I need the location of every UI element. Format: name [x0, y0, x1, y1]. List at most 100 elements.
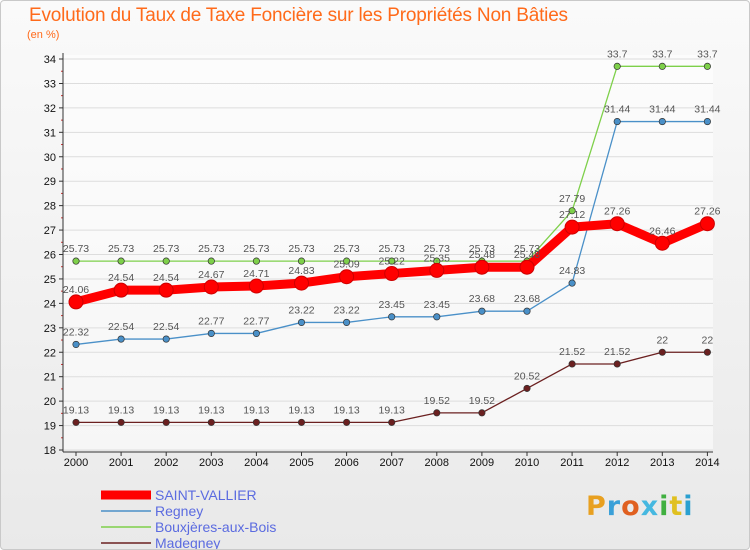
data-label: 19.13 [243, 404, 269, 416]
logo-letter: o [621, 491, 641, 522]
x-tick-label: 2013 [650, 457, 674, 469]
data-label: 23.22 [288, 304, 314, 316]
chart-unit-label: (en %) [27, 29, 60, 41]
data-point [162, 257, 170, 265]
data-label: 33.7 [652, 48, 673, 60]
data-label: 25.73 [424, 243, 450, 255]
data-label: 25.73 [333, 243, 359, 255]
data-point [523, 307, 531, 315]
y-tick-label: 23 [44, 323, 56, 335]
data-label: 27.12 [559, 209, 585, 221]
legend-label: SAINT-VALLIER [155, 487, 257, 503]
data-label: 27.26 [604, 206, 630, 218]
data-point [117, 335, 125, 343]
x-tick-label: 2000 [64, 457, 88, 469]
data-label: 25.73 [108, 243, 134, 255]
data-label: 25.73 [243, 243, 269, 255]
data-point [699, 216, 715, 232]
x-tick-label: 2007 [379, 457, 403, 469]
data-label: 22.77 [198, 315, 224, 327]
data-label: 25.73 [63, 243, 89, 255]
data-point [658, 118, 666, 126]
x-tick-label: 2008 [425, 457, 449, 469]
data-point [297, 318, 306, 326]
data-point [703, 118, 711, 126]
data-label: 19.52 [469, 395, 495, 407]
plot-area [63, 55, 713, 450]
data-point [519, 259, 535, 275]
data-label: 24.06 [63, 284, 89, 296]
data-point [207, 418, 215, 426]
y-tick-label: 29 [44, 176, 56, 188]
data-label: 19.13 [108, 404, 134, 416]
data-label: 22.54 [108, 321, 134, 333]
data-label: 33.7 [607, 48, 628, 60]
data-point [564, 219, 580, 235]
data-label: 19.13 [288, 404, 314, 416]
data-point [523, 384, 531, 392]
data-point [703, 348, 711, 356]
data-label: 23.68 [514, 293, 540, 305]
data-point [343, 418, 351, 426]
x-tick-label: 2009 [470, 457, 494, 469]
data-point [478, 409, 486, 417]
y-tick-label: 27 [44, 225, 56, 237]
data-point [68, 294, 84, 310]
data-label: 24.54 [108, 272, 134, 284]
data-point [433, 409, 441, 417]
logo-letter: P [586, 491, 607, 522]
data-point [117, 418, 125, 426]
data-label: 19.13 [379, 404, 405, 416]
data-point [207, 257, 215, 265]
data-point [339, 269, 355, 285]
y-tick-label: 28 [44, 201, 56, 213]
x-tick-label: 2010 [515, 457, 539, 469]
data-label: 19.13 [63, 404, 89, 416]
data-label: 25.73 [288, 243, 314, 255]
y-tick-label: 32 [44, 103, 56, 115]
logo-letter: t [669, 491, 684, 522]
data-point [207, 329, 215, 337]
data-point [252, 329, 260, 337]
data-point [474, 259, 490, 275]
y-tick-label: 22 [44, 347, 56, 359]
data-label: 25.22 [379, 256, 405, 268]
data-point [609, 216, 625, 232]
data-point [703, 62, 711, 70]
logo-letter: i [659, 491, 670, 522]
data-point [568, 279, 576, 287]
x-tick-label: 2004 [244, 457, 268, 469]
data-point [294, 275, 309, 291]
data-label: 23.45 [379, 299, 405, 311]
data-point [388, 257, 396, 265]
data-label: 25.48 [469, 249, 495, 261]
legend-label: Madegney [155, 535, 220, 550]
y-tick-label: 25 [44, 274, 56, 286]
data-point [252, 418, 260, 426]
data-point [203, 279, 219, 295]
x-tick-label: 2011 [560, 457, 584, 469]
data-label: 31.44 [649, 104, 675, 116]
y-tick-label: 30 [44, 152, 56, 164]
data-label: 24.54 [153, 272, 179, 284]
y-tick-label: 20 [44, 396, 56, 408]
data-point [113, 282, 129, 298]
data-label: 20.52 [514, 370, 540, 382]
data-point [568, 207, 576, 215]
data-point [72, 257, 80, 265]
data-point [478, 307, 486, 315]
data-label: 27.26 [694, 206, 720, 218]
data-label: 22 [656, 334, 668, 346]
data-point [388, 418, 396, 426]
data-label: 24.67 [198, 269, 224, 281]
data-label: 24.71 [243, 268, 269, 280]
data-point [72, 340, 80, 348]
legend-label: Bouxjères-aux-Bois [155, 519, 276, 535]
y-tick-label: 19 [44, 421, 56, 433]
data-point [343, 257, 351, 265]
data-label: 19.52 [424, 395, 450, 407]
logo-letter: i [683, 491, 694, 522]
logo-letter: r [606, 491, 622, 522]
data-label: 33.7 [697, 48, 718, 60]
